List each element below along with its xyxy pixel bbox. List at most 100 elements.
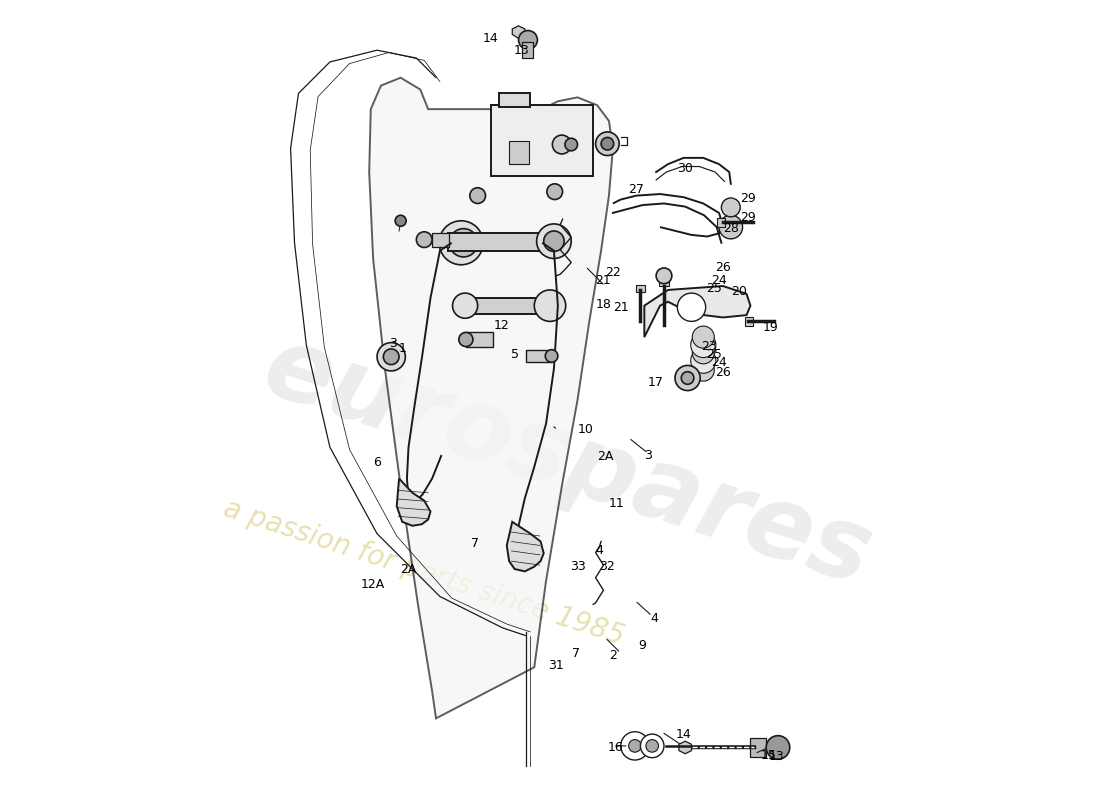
Bar [636, 286, 645, 291]
Text: 11: 11 [609, 498, 625, 510]
Bar [466, 332, 494, 346]
Bar [463, 298, 550, 314]
Text: 25: 25 [706, 348, 722, 361]
Circle shape [452, 293, 477, 318]
Circle shape [719, 215, 742, 239]
Polygon shape [397, 478, 430, 526]
Circle shape [439, 221, 483, 265]
Text: 9: 9 [638, 638, 646, 652]
Text: 1: 1 [399, 342, 407, 355]
Bar [527, 350, 551, 362]
Circle shape [537, 224, 571, 258]
Bar [491, 106, 593, 176]
Circle shape [601, 138, 614, 150]
Text: 24: 24 [712, 274, 727, 287]
Text: 12A: 12A [361, 578, 385, 591]
Circle shape [546, 350, 558, 362]
Polygon shape [513, 26, 525, 38]
Polygon shape [645, 286, 750, 337]
Text: 30: 30 [678, 162, 693, 174]
Text: 20: 20 [730, 285, 747, 298]
Text: 2A: 2A [597, 450, 614, 463]
Bar [522, 42, 534, 58]
Text: 12: 12 [494, 319, 509, 332]
Circle shape [646, 739, 659, 752]
Text: 13: 13 [769, 750, 784, 763]
Text: 29: 29 [740, 211, 756, 224]
Circle shape [620, 732, 649, 760]
Text: 4: 4 [595, 545, 604, 558]
Circle shape [459, 332, 473, 346]
Circle shape [691, 348, 716, 374]
Circle shape [675, 366, 700, 390]
Text: 14: 14 [483, 32, 498, 45]
Circle shape [767, 736, 790, 759]
Bar [432, 233, 450, 246]
Text: 15: 15 [761, 749, 777, 762]
Text: 7: 7 [572, 646, 580, 660]
Circle shape [470, 188, 485, 203]
Text: 29: 29 [740, 192, 756, 206]
Text: 2A: 2A [400, 563, 417, 576]
Circle shape [417, 232, 432, 247]
Text: 21: 21 [595, 274, 612, 287]
Circle shape [395, 215, 406, 226]
Text: 23: 23 [701, 340, 717, 353]
Bar [717, 218, 725, 227]
Circle shape [552, 135, 571, 154]
Text: 16: 16 [608, 741, 624, 754]
Text: 17: 17 [648, 376, 664, 390]
Circle shape [595, 132, 619, 155]
Circle shape [678, 293, 706, 322]
Circle shape [640, 734, 664, 758]
Circle shape [692, 326, 714, 348]
Circle shape [377, 342, 406, 371]
Circle shape [450, 229, 477, 257]
Polygon shape [679, 741, 692, 754]
Circle shape [535, 290, 565, 322]
Circle shape [722, 198, 740, 217]
Text: 26: 26 [715, 262, 730, 274]
Circle shape [691, 332, 716, 358]
Circle shape [543, 231, 564, 251]
Text: 7: 7 [471, 537, 480, 550]
Circle shape [565, 138, 578, 151]
Circle shape [518, 30, 538, 50]
Polygon shape [370, 78, 613, 718]
Text: 3: 3 [388, 337, 397, 350]
Polygon shape [507, 522, 543, 571]
Circle shape [628, 739, 641, 752]
Bar [659, 280, 669, 286]
Text: 22: 22 [605, 266, 620, 279]
Circle shape [383, 349, 399, 365]
Text: 24: 24 [712, 356, 727, 369]
Text: 27: 27 [628, 183, 645, 196]
Bar [499, 93, 530, 106]
Text: 19: 19 [762, 321, 778, 334]
Bar [745, 317, 752, 326]
Text: 4: 4 [650, 612, 659, 625]
Text: 5: 5 [510, 348, 519, 361]
Text: 3: 3 [645, 449, 652, 462]
Bar [750, 738, 767, 757]
Text: a passion for parts since 1985: a passion for parts since 1985 [220, 494, 628, 651]
Text: 28: 28 [723, 222, 739, 235]
Text: 10: 10 [578, 423, 593, 436]
Text: 6: 6 [373, 456, 381, 470]
Bar [509, 141, 529, 164]
Circle shape [681, 372, 694, 384]
Circle shape [547, 184, 562, 199]
Text: 21: 21 [613, 301, 628, 314]
Bar [448, 234, 542, 250]
Text: 26: 26 [715, 366, 730, 379]
Text: 14: 14 [675, 728, 692, 742]
Circle shape [656, 268, 672, 284]
Text: 13: 13 [514, 44, 529, 57]
Text: 32: 32 [598, 560, 615, 573]
Text: eurospares: eurospares [251, 319, 883, 606]
Text: 2: 2 [609, 649, 617, 662]
Text: 18: 18 [595, 298, 612, 310]
Text: 31: 31 [549, 659, 564, 672]
Text: 33: 33 [570, 560, 585, 573]
Circle shape [692, 359, 714, 381]
